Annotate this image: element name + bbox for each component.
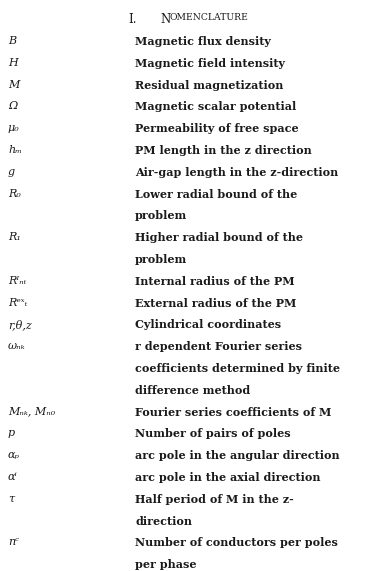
Text: OMENCLATURE: OMENCLATURE bbox=[169, 13, 248, 22]
Text: Number of conductors per poles: Number of conductors per poles bbox=[135, 537, 338, 548]
Text: direction: direction bbox=[135, 516, 192, 526]
Text: Rᵉˣₜ: Rᵉˣₜ bbox=[8, 297, 27, 308]
Text: nᶜ: nᶜ bbox=[8, 537, 19, 548]
Text: p: p bbox=[8, 428, 15, 439]
Text: B: B bbox=[8, 36, 16, 46]
Text: difference method: difference method bbox=[135, 385, 250, 396]
Text: Magnetic flux density: Magnetic flux density bbox=[135, 36, 271, 47]
Text: hₘ: hₘ bbox=[8, 145, 22, 155]
Text: problem: problem bbox=[135, 210, 187, 222]
Text: Air-gap length in the z-direction: Air-gap length in the z-direction bbox=[135, 167, 338, 178]
Text: τ: τ bbox=[8, 494, 14, 504]
Text: R₁: R₁ bbox=[8, 232, 21, 242]
Text: Magnetic field intensity: Magnetic field intensity bbox=[135, 58, 285, 69]
Text: arc pole in the angular direction: arc pole in the angular direction bbox=[135, 450, 340, 461]
Text: External radius of the PM: External radius of the PM bbox=[135, 297, 296, 308]
Text: Magnetic scalar potential: Magnetic scalar potential bbox=[135, 102, 296, 112]
Text: Fourier series coefficients of M: Fourier series coefficients of M bbox=[135, 407, 332, 417]
Text: Mₙₖ, Mₙ₀: Mₙₖ, Mₙ₀ bbox=[8, 407, 55, 417]
Text: Higher radial bound of the: Higher radial bound of the bbox=[135, 232, 303, 243]
Text: αⁱ: αⁱ bbox=[8, 472, 18, 482]
Text: Number of pairs of poles: Number of pairs of poles bbox=[135, 428, 290, 440]
Text: H: H bbox=[8, 58, 18, 68]
Text: Ω: Ω bbox=[8, 102, 17, 111]
Text: problem: problem bbox=[135, 254, 187, 265]
Text: Rᴵₙₜ: Rᴵₙₜ bbox=[8, 276, 26, 286]
Text: M: M bbox=[8, 79, 19, 90]
Text: R₀: R₀ bbox=[8, 188, 21, 199]
Text: r,θ,z: r,θ,z bbox=[8, 319, 32, 330]
Text: coefficients determined by finite: coefficients determined by finite bbox=[135, 363, 340, 374]
Text: Cylindrical coordinates: Cylindrical coordinates bbox=[135, 319, 281, 331]
Text: g: g bbox=[8, 167, 15, 177]
Text: Lower radial bound of the: Lower radial bound of the bbox=[135, 188, 297, 200]
Text: Internal radius of the PM: Internal radius of the PM bbox=[135, 276, 295, 287]
Text: Residual magnetization: Residual magnetization bbox=[135, 79, 283, 91]
Text: I.: I. bbox=[128, 13, 137, 26]
Text: ωₙₖ: ωₙₖ bbox=[8, 341, 26, 351]
Text: μ₀: μ₀ bbox=[8, 123, 20, 133]
Text: Half period of M in the z-: Half period of M in the z- bbox=[135, 494, 294, 505]
Text: Permeability of free space: Permeability of free space bbox=[135, 123, 299, 134]
Text: PM length in the z direction: PM length in the z direction bbox=[135, 145, 312, 156]
Text: N: N bbox=[160, 13, 170, 26]
Text: αₚ: αₚ bbox=[8, 450, 20, 460]
Text: per phase: per phase bbox=[135, 559, 196, 570]
Text: r dependent Fourier series: r dependent Fourier series bbox=[135, 341, 302, 352]
Text: arc pole in the axial direction: arc pole in the axial direction bbox=[135, 472, 320, 483]
